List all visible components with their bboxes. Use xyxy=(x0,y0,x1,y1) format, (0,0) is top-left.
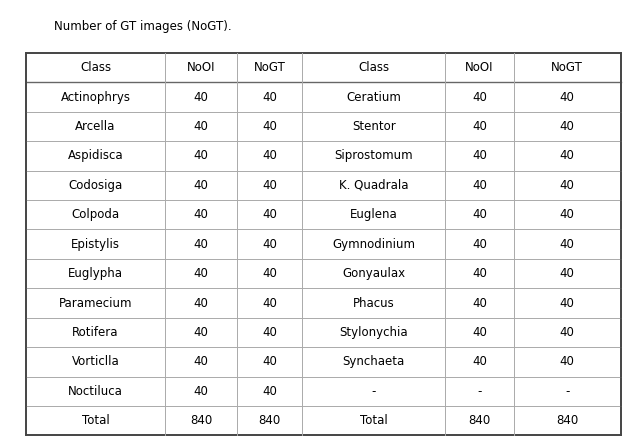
Text: 40: 40 xyxy=(472,297,487,309)
Text: Gymnodinium: Gymnodinium xyxy=(332,238,415,251)
Text: 40: 40 xyxy=(472,267,487,280)
Text: Gonyaulax: Gonyaulax xyxy=(342,267,405,280)
Text: 40: 40 xyxy=(262,149,277,163)
Text: 40: 40 xyxy=(262,326,277,339)
Text: 40: 40 xyxy=(472,208,487,221)
Text: 40: 40 xyxy=(194,267,209,280)
Text: 40: 40 xyxy=(472,326,487,339)
Text: 40: 40 xyxy=(262,355,277,368)
Text: Number of GT images (NoGT).: Number of GT images (NoGT). xyxy=(54,20,232,33)
Text: Siprostomum: Siprostomum xyxy=(335,149,413,163)
Text: Stylonychia: Stylonychia xyxy=(339,326,408,339)
Text: Noctiluca: Noctiluca xyxy=(68,385,123,398)
Text: Epistylis: Epistylis xyxy=(71,238,120,251)
Text: Class: Class xyxy=(80,61,111,74)
Text: 840: 840 xyxy=(468,414,491,427)
Text: Codosiga: Codosiga xyxy=(68,179,123,192)
Text: Total: Total xyxy=(82,414,109,427)
Text: 40: 40 xyxy=(262,385,277,398)
Text: 40: 40 xyxy=(194,91,209,104)
Text: 840: 840 xyxy=(556,414,579,427)
Text: Arcella: Arcella xyxy=(76,120,116,133)
Text: 40: 40 xyxy=(560,326,575,339)
Text: -: - xyxy=(477,385,482,398)
Text: 40: 40 xyxy=(194,297,209,309)
Text: 40: 40 xyxy=(194,355,209,368)
Text: 840: 840 xyxy=(190,414,212,427)
Text: 40: 40 xyxy=(262,91,277,104)
Text: 40: 40 xyxy=(472,91,487,104)
Text: 40: 40 xyxy=(194,326,209,339)
Text: -: - xyxy=(372,385,376,398)
Text: Colpoda: Colpoda xyxy=(72,208,120,221)
Text: 40: 40 xyxy=(194,385,209,398)
Text: 40: 40 xyxy=(560,355,575,368)
Text: 40: 40 xyxy=(472,120,487,133)
Text: -: - xyxy=(565,385,570,398)
Text: 40: 40 xyxy=(472,355,487,368)
Text: 40: 40 xyxy=(194,208,209,221)
Text: Stentor: Stentor xyxy=(352,120,396,133)
Text: Vorticlla: Vorticlla xyxy=(72,355,120,368)
Text: 40: 40 xyxy=(262,267,277,280)
Text: 40: 40 xyxy=(560,120,575,133)
Text: NoGT: NoGT xyxy=(253,61,285,74)
Text: 40: 40 xyxy=(262,179,277,192)
Text: Euglypha: Euglypha xyxy=(68,267,123,280)
Text: K. Quadrala: K. Quadrala xyxy=(339,179,408,192)
Text: 40: 40 xyxy=(560,91,575,104)
Text: Ceratium: Ceratium xyxy=(346,91,401,104)
Text: 40: 40 xyxy=(194,179,209,192)
Text: 40: 40 xyxy=(472,179,487,192)
Text: 40: 40 xyxy=(262,120,277,133)
Text: Rotifera: Rotifera xyxy=(72,326,119,339)
Text: 40: 40 xyxy=(194,149,209,163)
Text: 40: 40 xyxy=(472,238,487,251)
Text: Class: Class xyxy=(358,61,389,74)
Text: Total: Total xyxy=(360,414,388,427)
Text: 840: 840 xyxy=(259,414,281,427)
Text: 40: 40 xyxy=(560,267,575,280)
Text: 40: 40 xyxy=(262,297,277,309)
Text: 40: 40 xyxy=(560,179,575,192)
Text: Aspidisca: Aspidisca xyxy=(68,149,124,163)
Text: 40: 40 xyxy=(472,149,487,163)
Text: Euglena: Euglena xyxy=(350,208,397,221)
Text: 40: 40 xyxy=(194,120,209,133)
Text: 40: 40 xyxy=(560,149,575,163)
Text: Synchaeta: Synchaeta xyxy=(342,355,405,368)
Text: 40: 40 xyxy=(560,238,575,251)
Text: 40: 40 xyxy=(560,208,575,221)
Text: 40: 40 xyxy=(560,297,575,309)
Text: NoOI: NoOI xyxy=(465,61,493,74)
Text: Paramecium: Paramecium xyxy=(59,297,132,309)
Text: NoGT: NoGT xyxy=(551,61,583,74)
Text: Actinophrys: Actinophrys xyxy=(61,91,131,104)
Text: 40: 40 xyxy=(262,208,277,221)
Text: 40: 40 xyxy=(262,238,277,251)
Text: NoOI: NoOI xyxy=(187,61,216,74)
Text: 40: 40 xyxy=(194,238,209,251)
Text: Phacus: Phacus xyxy=(353,297,395,309)
